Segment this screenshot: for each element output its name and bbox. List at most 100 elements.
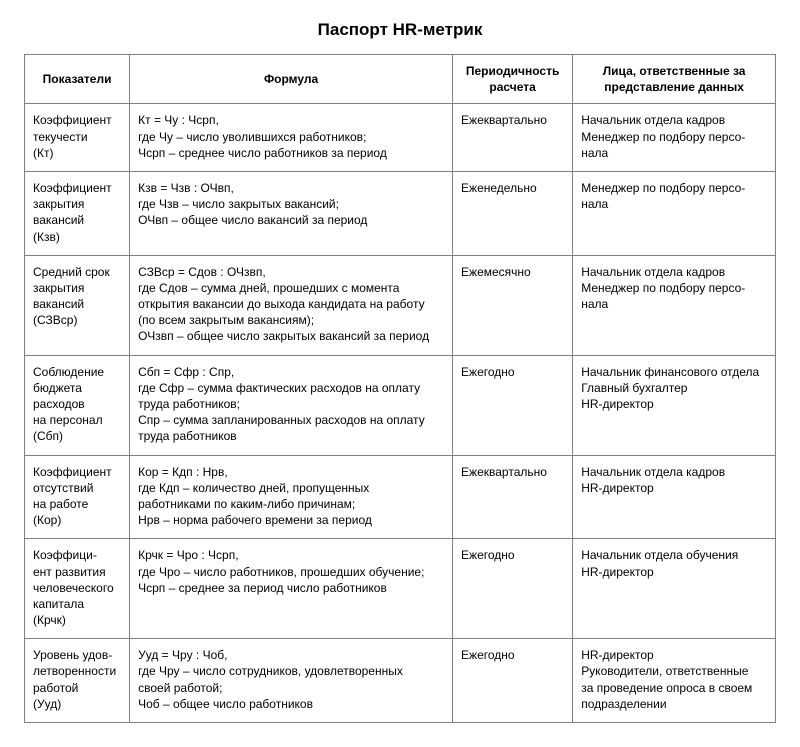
cell-formula-line: Чсрп – среднее за период число работнико… xyxy=(138,580,444,596)
cell-metric-line: отсутствий xyxy=(33,480,121,496)
cell-formula-line: Кор = Кдп : Нрв, xyxy=(138,464,444,480)
table-row: Коэффициентотсутствийна работе(Кор)Кор =… xyxy=(25,455,776,539)
cell-metric-line: работой xyxy=(33,680,121,696)
cell-metric-line: бюджета xyxy=(33,380,121,396)
cell-formula-line: ОЧвп – общее число вакансий за период xyxy=(138,212,444,228)
cell-metric-line: (Ууд) xyxy=(33,696,121,712)
cell-formula-line: Спр – сумма запланированных расходов на … xyxy=(138,412,444,428)
cell-metric-line: вакансий xyxy=(33,212,121,228)
cell-metric-line: (СЗВср) xyxy=(33,312,121,328)
cell-period: Ежегодно xyxy=(453,539,573,639)
table-row: Коэффициенттекучести(Кт) Кт = Чу : Чсрп,г… xyxy=(25,104,776,172)
cell-formula-line: ОЧзвп – общее число закрытых вакансий за… xyxy=(138,328,444,344)
cell-formula: Кт = Чу : Чсрп,где Чу – число уволившихс… xyxy=(130,104,453,172)
cell-period: Ежеквартально xyxy=(453,455,573,539)
cell-formula-line: Ууд = Чру : Чоб, xyxy=(138,647,444,663)
cell-metric-line: текучести xyxy=(33,129,121,145)
cell-responsible-line: Менеджер по подбору персо- xyxy=(581,129,767,145)
cell-formula: СЗВср = Сдов : ОЧзвп,где Сдов – сумма дн… xyxy=(130,255,453,355)
cell-formula-line: где Сдов – сумма дней, прошедших с момен… xyxy=(138,280,444,296)
cell-metric: Средний срокзакрытиявакансий(СЗВср) xyxy=(25,255,130,355)
cell-formula-line: работниками по каким-либо причинам; xyxy=(138,496,444,512)
cell-formula-line: Крчк = Чро : Чсрп, xyxy=(138,547,444,563)
cell-responsible-line: за проведение опроса в своем xyxy=(581,680,767,696)
cell-period: Ежегодно xyxy=(453,639,573,723)
cell-responsible-line: Начальник отдела кадров xyxy=(581,464,767,480)
cell-responsible-line: Начальник отдела кадров xyxy=(581,112,767,128)
cell-formula-line: где Чзв – число закрытых вакансий; xyxy=(138,196,444,212)
cell-responsible-line: нала xyxy=(581,145,767,161)
table-body: Коэффициенттекучести(Кт)Кт = Чу : Чсрп,г… xyxy=(25,104,776,723)
cell-formula-line: труда работников; xyxy=(138,396,444,412)
cell-formula-line: Сбп = Сфр : Спр, xyxy=(138,364,444,380)
cell-formula: Сбп = Сфр : Спр,где Сфр – сумма фактичес… xyxy=(130,355,453,455)
cell-metric-line: Коэффици- xyxy=(33,547,121,563)
cell-metric-line: (Кт) xyxy=(33,145,121,161)
cell-formula-line: Чсрп – среднее число работников за перио… xyxy=(138,145,444,161)
cell-metric-line: Уровень удов- xyxy=(33,647,121,663)
cell-responsible-line: Менеджер по подбору персо- xyxy=(581,280,767,296)
col-header-period: Периодичность расчета xyxy=(453,55,573,104)
cell-period: Еженедельно xyxy=(453,171,573,255)
cell-responsible-line: Начальник финансового отдела xyxy=(581,364,767,380)
cell-formula-line: Кзв = Чзв : ОЧвп, xyxy=(138,180,444,196)
cell-formula-line: своей работой; xyxy=(138,680,444,696)
table-row: Уровень удов-летворенностиработой(Ууд) Уу… xyxy=(25,639,776,723)
cell-metric-line: на работе xyxy=(33,496,121,512)
cell-formula: Кзв = Чзв : ОЧвп,где Чзв – число закрыты… xyxy=(130,171,453,255)
col-header-responsible: Лица, ответственные за представление дан… xyxy=(573,55,776,104)
cell-metric-line: Коэффициент xyxy=(33,180,121,196)
cell-metric-line: Коэффициент xyxy=(33,112,121,128)
cell-responsible: Менеджер по подбору персо-нала xyxy=(573,171,776,255)
cell-responsible-line: Начальник отдела обучения xyxy=(581,547,767,563)
cell-metric-line: Коэффициент xyxy=(33,464,121,480)
cell-metric-line: закрытия xyxy=(33,280,121,296)
cell-responsible-line: HR-директор xyxy=(581,396,767,412)
cell-formula: Крчк = Чро : Чсрп,где Чро – число работн… xyxy=(130,539,453,639)
cell-metric-line: (Кзв) xyxy=(33,229,121,245)
cell-formula-line: где Кдп – количество дней, пропущенных xyxy=(138,480,444,496)
cell-responsible-line: Менеджер по подбору персо- xyxy=(581,180,767,196)
cell-responsible-line: Руководители, ответственные xyxy=(581,663,767,679)
cell-formula-line: труда работников xyxy=(138,428,444,444)
cell-formula-line: открытия вакансии до выхода кандидата на… xyxy=(138,296,444,312)
cell-responsible: Начальник отдела кадровМенеджер по подбо… xyxy=(573,104,776,172)
col-header-metric: Показатели xyxy=(25,55,130,104)
table-row: Коэффици-ент развитиячеловеческогокапита… xyxy=(25,539,776,639)
cell-metric-line: ент развития xyxy=(33,564,121,580)
cell-metric-line: расходов xyxy=(33,396,121,412)
hr-metrics-table: Показатели Формула Периодичность расчета… xyxy=(24,54,776,723)
table-header-row: Показатели Формула Периодичность расчета… xyxy=(25,55,776,104)
cell-metric-line: летворенности xyxy=(33,663,121,679)
cell-responsible-line: Начальник отдела кадров xyxy=(581,264,767,280)
cell-period: Ежемесячно xyxy=(453,255,573,355)
cell-metric-line: человеческого xyxy=(33,580,121,596)
cell-responsible: Начальник финансового отделаГлавный бухг… xyxy=(573,355,776,455)
cell-formula: Ууд = Чру : Чоб,где Чру – число сотрудни… xyxy=(130,639,453,723)
cell-metric-line: закрытия xyxy=(33,196,121,212)
cell-responsible-line: нала xyxy=(581,296,767,312)
cell-metric-line: вакансий xyxy=(33,296,121,312)
cell-formula-line: СЗВср = Сдов : ОЧзвп, xyxy=(138,264,444,280)
cell-formula-line: где Сфр – сумма фактических расходов на … xyxy=(138,380,444,396)
cell-responsible: Начальник отдела кадровМенеджер по подбо… xyxy=(573,255,776,355)
cell-metric-line: (Крчк) xyxy=(33,612,121,628)
cell-responsible: HR-директорРуководители, ответственныеза… xyxy=(573,639,776,723)
cell-formula-line: Чоб – общее число работников xyxy=(138,696,444,712)
cell-formula-line: где Чру – число сотрудников, удовлетворе… xyxy=(138,663,444,679)
cell-period: Ежеквартально xyxy=(453,104,573,172)
cell-responsible-line: HR-директор xyxy=(581,564,767,580)
cell-formula-line: где Чро – число работников, прошедших об… xyxy=(138,564,444,580)
cell-formula-line: Нрв – норма рабочего времени за период xyxy=(138,512,444,528)
table-row: Средний срокзакрытиявакансий(СЗВср)СЗВср… xyxy=(25,255,776,355)
cell-metric-line: (Сбп) xyxy=(33,428,121,444)
cell-formula: Кор = Кдп : Нрв,где Кдп – количество дне… xyxy=(130,455,453,539)
cell-formula-line: где Чу – число уволившихся работников; xyxy=(138,129,444,145)
cell-metric: Коэффициентзакрытиявакансий(Кзв) xyxy=(25,171,130,255)
cell-formula-line: (по всем закрытым вакансиям); xyxy=(138,312,444,328)
cell-responsible-line: подразделении xyxy=(581,696,767,712)
cell-metric: Соблюдениебюджетарасходовна персонал(Сбп… xyxy=(25,355,130,455)
cell-formula-line: Кт = Чу : Чсрп, xyxy=(138,112,444,128)
cell-responsible: Начальник отдела кадровHR-директор xyxy=(573,455,776,539)
table-row: Коэффициентзакрытиявакансий(Кзв)Кзв = Чз… xyxy=(25,171,776,255)
